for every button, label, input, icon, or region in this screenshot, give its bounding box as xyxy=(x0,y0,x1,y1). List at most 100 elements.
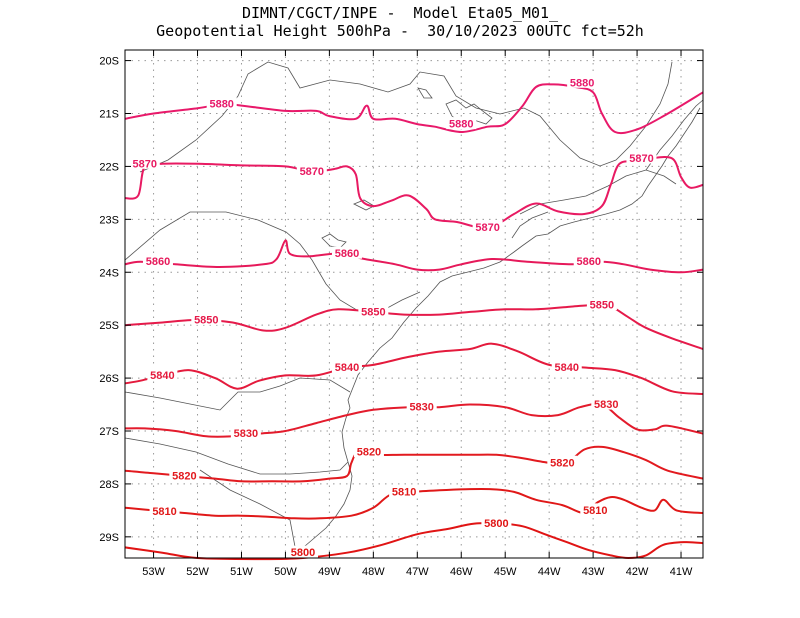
lat-tick-label: 26S xyxy=(99,373,119,385)
lat-tick-label: 27S xyxy=(99,426,119,438)
contour-label-bg xyxy=(142,254,173,267)
contour-label-bg xyxy=(591,397,622,410)
contour-label-bg xyxy=(353,445,384,458)
contour-label-5810: 5810 xyxy=(392,486,416,498)
contour-label-bg xyxy=(331,246,362,259)
contour-label-bg xyxy=(580,503,611,516)
contour-label-bg xyxy=(406,400,437,413)
contour-label-5840: 5840 xyxy=(335,362,359,374)
contour-label-bg xyxy=(551,360,582,373)
lon-tick-label: 50W xyxy=(274,566,297,578)
contour-label-5880: 5880 xyxy=(449,119,473,131)
contour-label-5870: 5870 xyxy=(475,222,499,234)
contour-label-bg xyxy=(288,545,319,558)
contour-label-5830: 5830 xyxy=(234,428,258,440)
contour-label-5820: 5820 xyxy=(172,470,196,482)
coastline-south xyxy=(289,407,353,559)
contour-label-5800: 5800 xyxy=(291,547,315,559)
lat-tick-label: 22S xyxy=(99,161,119,173)
title-line-1: DIMNT/CGCT/INPE - Model Eta05_M01_ xyxy=(241,4,559,22)
lake-mg xyxy=(417,87,433,99)
lon-tick-label: 45W xyxy=(494,566,517,578)
contour-label-5820: 5820 xyxy=(550,457,574,469)
contour-label-5860: 5860 xyxy=(335,248,359,260)
contour-label-bg xyxy=(206,96,237,109)
border-sp-mg xyxy=(139,61,673,173)
contour-label-bg xyxy=(586,298,617,311)
contour-5800 xyxy=(124,522,704,561)
lat-tick-label: 24S xyxy=(99,267,119,279)
contour-label-5850: 5850 xyxy=(361,306,385,318)
contour-5810 xyxy=(124,487,704,520)
contour-5870 xyxy=(124,156,704,229)
lat-tick-label: 25S xyxy=(99,320,119,332)
contour-label-bg xyxy=(296,164,327,177)
contour-labels: 5880 5880 5880 5870 5870 5870 5870 5860 5860 5860… xyxy=(129,75,657,559)
contour-5860 xyxy=(124,239,704,274)
contour-label-5860: 5860 xyxy=(146,256,170,268)
contour-label-5800: 5800 xyxy=(484,518,508,530)
lat-tick-label: 21S xyxy=(99,109,119,121)
contour-label-5880: 5880 xyxy=(209,98,233,110)
lon-tick-label: 49W xyxy=(318,566,341,578)
contour-label-bg xyxy=(547,455,578,468)
contour-5850 xyxy=(124,304,704,350)
lat-tick-label: 28S xyxy=(99,479,119,491)
lat-tick-label: 29S xyxy=(99,532,119,544)
contour-label-bg xyxy=(129,156,160,169)
contour-5830 xyxy=(124,402,704,438)
coastline-and-borders xyxy=(124,61,704,559)
axis-labels: 20S 21S 22S 23S 24S 25S 26S 27S 28S 29S 53W 52W 51W 5… xyxy=(99,50,703,578)
border-sc-rs xyxy=(124,437,349,475)
contour-label-5840: 5840 xyxy=(554,362,578,374)
lat-tick-label: 23S xyxy=(99,214,119,226)
map-frame xyxy=(124,49,704,559)
contour-label-bg xyxy=(358,304,389,317)
contour-label-bg xyxy=(147,368,178,381)
contour-5840 xyxy=(124,342,704,395)
reservoir-pr xyxy=(321,233,347,249)
contour-label-5810: 5810 xyxy=(152,506,176,518)
border-mg-rj xyxy=(519,169,677,215)
border-sp-rj xyxy=(511,211,549,239)
contour-label-bg xyxy=(626,151,657,164)
gridlines xyxy=(125,50,703,558)
lon-tick-label: 51W xyxy=(230,566,253,578)
contour-label-5870: 5870 xyxy=(133,158,157,170)
contour-label-bg xyxy=(446,117,477,130)
lon-tick-label: 53W xyxy=(142,566,165,578)
contour-label-5860: 5860 xyxy=(576,256,600,268)
coastline xyxy=(347,107,701,409)
contour-label-bg xyxy=(481,516,512,529)
contour-label-5830: 5830 xyxy=(409,402,433,414)
contour-label-5810: 5810 xyxy=(583,505,607,517)
contour-label-bg xyxy=(169,468,200,481)
lon-tick-label: 48W xyxy=(362,566,385,578)
lon-tick-label: 41W xyxy=(670,566,693,578)
lon-tick-label: 42W xyxy=(626,566,649,578)
lon-tick-label: 44W xyxy=(538,566,561,578)
lon-tick-label: 46W xyxy=(450,566,473,578)
border-rs-west xyxy=(199,469,297,553)
contour-label-5870: 5870 xyxy=(629,153,653,165)
border-pr-sc xyxy=(124,377,351,411)
contour-label-bg xyxy=(573,254,604,267)
lon-tick-label: 47W xyxy=(406,566,429,578)
contour-label-5880: 5880 xyxy=(570,77,594,89)
contour-label-5820: 5820 xyxy=(357,447,381,459)
map-title: DIMNT/CGCT/INPE - Model Eta05_M01_ Geopot… xyxy=(0,4,800,40)
contour-label-bg xyxy=(191,312,222,325)
contour-5820 xyxy=(124,445,704,483)
contour-label-bg xyxy=(149,504,180,517)
border-mg-es xyxy=(645,99,704,171)
contour-label-bg xyxy=(331,360,362,373)
contour-label-5830: 5830 xyxy=(594,399,618,411)
title-line-2: Geopotential Height 500hPa - 30/10/2023 … xyxy=(156,22,644,40)
contour-label-5850: 5850 xyxy=(590,300,614,312)
contour-label-5840: 5840 xyxy=(150,370,174,382)
contour-label-5870: 5870 xyxy=(300,166,324,178)
contour-label-bg xyxy=(472,220,503,233)
lon-tick-label: 52W xyxy=(186,566,209,578)
contour-label-bg xyxy=(389,484,420,497)
